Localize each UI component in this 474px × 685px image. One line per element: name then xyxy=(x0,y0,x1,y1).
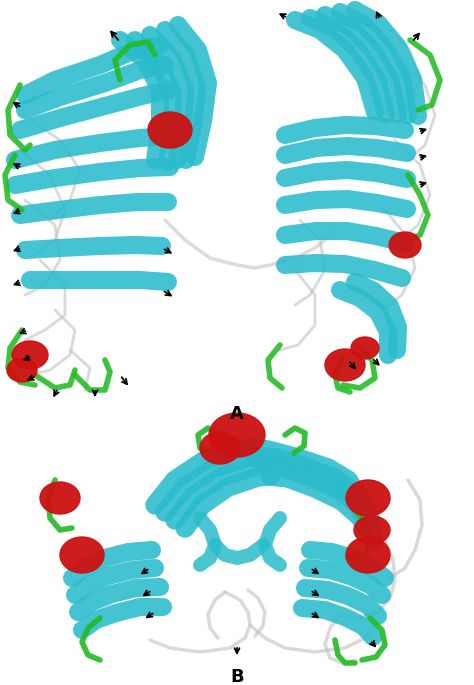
Ellipse shape xyxy=(148,112,192,148)
Ellipse shape xyxy=(200,432,240,464)
Ellipse shape xyxy=(325,349,365,381)
Text: A: A xyxy=(230,405,244,423)
Ellipse shape xyxy=(209,413,265,457)
Ellipse shape xyxy=(60,537,104,573)
Ellipse shape xyxy=(12,341,48,369)
Text: B: B xyxy=(230,668,244,685)
Ellipse shape xyxy=(40,482,80,514)
Ellipse shape xyxy=(354,516,390,544)
Ellipse shape xyxy=(351,337,379,359)
Ellipse shape xyxy=(346,480,390,516)
Ellipse shape xyxy=(389,232,421,258)
Ellipse shape xyxy=(346,537,390,573)
Ellipse shape xyxy=(7,358,37,382)
